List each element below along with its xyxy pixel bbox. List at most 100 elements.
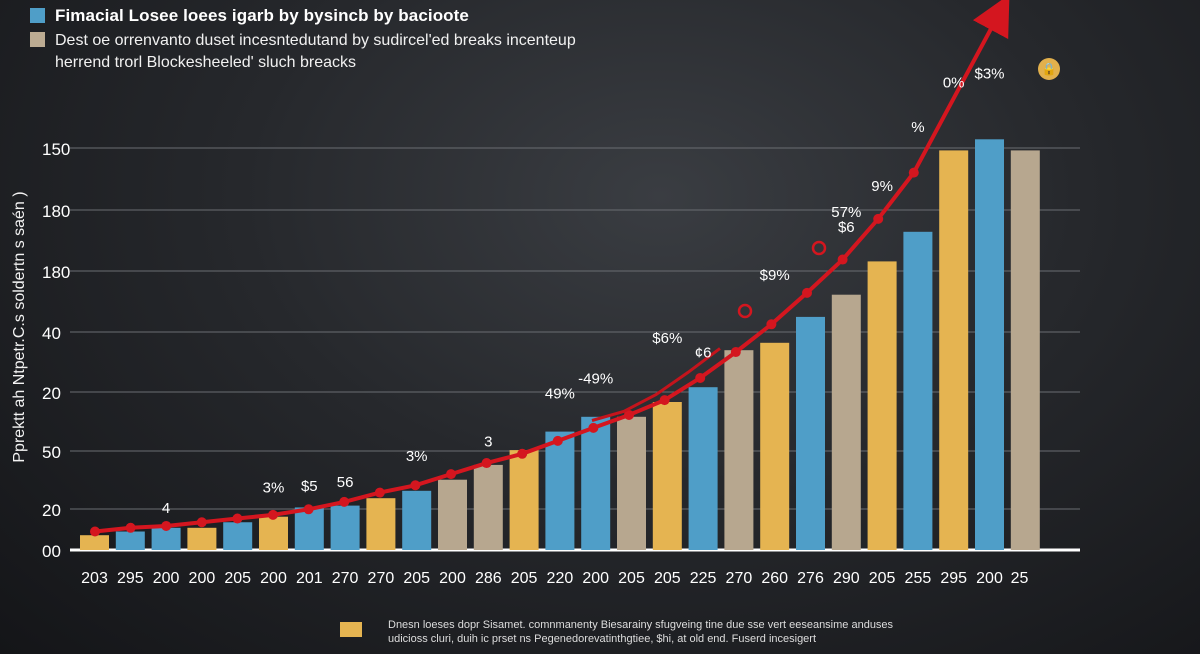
bar [688,387,718,550]
bar [724,350,754,550]
trend-point [232,513,243,524]
trend-point [588,422,599,433]
bar [1010,150,1040,550]
legend-entry-title: Fimacial Losee loees igarb by bysincb by… [30,6,630,26]
bar [366,498,396,550]
x-tick-label: 290 [833,570,860,587]
data-label: ¢6 [695,345,712,362]
trend-point [410,480,421,491]
footer-note: Dnesn loeses dopr Sisamet. comnmanenty B… [340,618,893,646]
bar [867,261,897,550]
data-label: 3% [263,480,285,497]
lock-icon: 🔒 [1038,58,1060,80]
bar [975,139,1004,551]
bar [652,402,682,550]
trend-point [837,254,848,265]
bar [115,531,145,550]
y-tick-label: 150 [42,140,70,159]
x-tick-label: 220 [547,570,574,587]
legend-description: Dest oe orrenvanto duset incesntedutand … [55,32,576,71]
data-label: $9% [760,267,790,284]
trend-point [374,487,385,498]
bar [402,490,432,550]
bar [939,150,969,550]
x-tick-label: 295 [940,570,967,587]
data-label: $3% [974,65,1004,82]
x-tick-label: 200 [189,570,216,587]
legend-swatch-blue [30,8,45,23]
data-label: 9% [871,178,893,195]
x-tick-label: 225 [690,570,717,587]
bar [187,527,217,550]
trend-point [766,319,777,330]
legend-entry-description: Dest oe orrenvanto duset incesntedutand … [30,30,630,74]
x-tick-label: 201 [296,570,323,587]
trend-point [446,469,456,480]
x-tick-label: 200 [439,570,466,587]
trend-point [339,496,350,507]
footer-note-line-2: udicioss cluri, duih ic prset ns Pegened… [388,633,817,645]
y-tick-label: 00 [42,542,61,561]
data-label: $6 [838,219,855,236]
bar [831,294,861,550]
x-tick-label: 205 [403,570,430,587]
x-tick-label: 205 [618,570,645,587]
x-tick-label: 205 [511,570,538,587]
trend-point [125,522,136,533]
x-tick-label: 205 [869,570,896,587]
x-tick-label: 200 [582,570,609,587]
bar [223,522,253,550]
trend-point [802,287,812,298]
trend-point [90,526,100,537]
trend-point [161,520,172,531]
trend-point [303,504,314,515]
x-tick-label: 205 [654,570,681,587]
x-tick-label: 270 [368,570,395,587]
bar [473,464,503,550]
trend-point [196,517,207,528]
x-tick-label: 255 [905,570,932,587]
data-label: 49% [545,385,575,402]
footer-swatch [340,622,362,637]
trend-point [659,395,670,406]
bar [545,431,575,550]
x-tick-label: 270 [726,570,753,587]
secondary-trend-line [591,347,721,422]
data-label: 3% [406,448,428,465]
y-tick-label: 20 [42,501,61,520]
data-label: 0% [943,75,965,92]
x-tick-label: 260 [761,570,788,587]
y-tick-label: 180 [42,263,70,282]
y-tick-label: 20 [42,384,61,403]
x-tick-label: 200 [260,570,287,587]
y-tick-label: 40 [42,324,61,343]
trend-ring-marker [737,303,753,319]
bar [796,316,825,550]
bar [760,342,790,550]
legend: Fimacial Losee loees igarb by bysincb by… [30,6,630,78]
legend-swatch-tan [30,32,45,47]
bar [438,479,467,550]
bar [617,416,646,550]
data-label: % [911,119,924,136]
bar [509,450,539,550]
trend-point [624,409,634,420]
x-tick-label: 200 [153,570,180,587]
data-label: 4 [162,500,170,517]
trend-point [268,509,278,520]
data-label: $5 [301,478,318,495]
bar [80,535,109,550]
x-tick-label: 25 [1011,570,1029,587]
trend-point [730,347,741,358]
chart-title: Fimacial Losee loees igarb by bysincb by… [55,6,469,25]
bar [581,416,611,550]
data-label: 57% [831,204,861,221]
y-tick-label: 180 [42,202,70,221]
trend-point [481,458,492,469]
x-tick-label: 200 [976,570,1003,587]
bar [151,527,181,550]
x-tick-label: 295 [117,570,144,587]
data-label: -49% [578,371,613,388]
x-tick-label: 286 [475,570,502,587]
